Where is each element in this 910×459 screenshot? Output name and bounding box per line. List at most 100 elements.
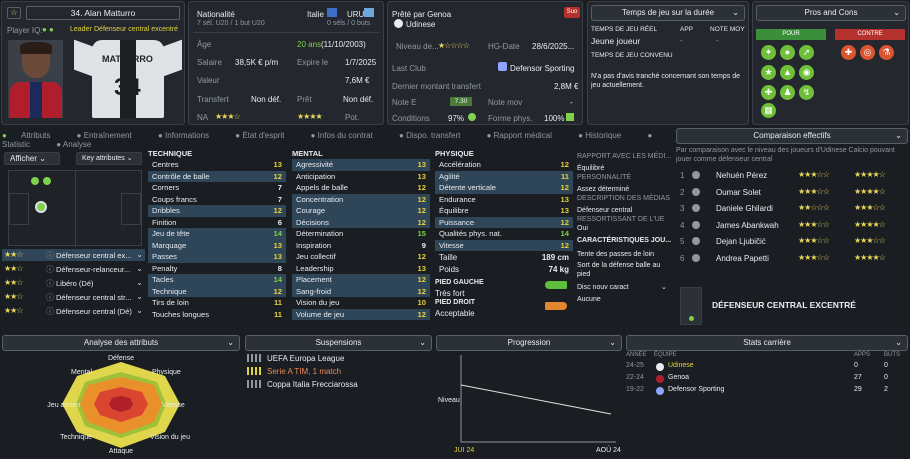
analyse-title[interactable]: Analyse des attributs ⌄ — [2, 335, 240, 351]
comp-row[interactable]: 1 Nehuén Pérez ★★★☆☆ ★★★★☆ — [676, 168, 908, 182]
susp-item[interactable]: Coppa Italia Frecciarossa — [245, 379, 432, 390]
stadium-icon[interactable]: ▦ — [761, 103, 776, 118]
star-icon[interactable]: ☆ — [7, 7, 21, 19]
attribute-row[interactable]: Anticipation 13 — [292, 171, 430, 183]
afficher-button[interactable]: Afficher ⌄ — [4, 152, 60, 165]
attribute-row[interactable]: Agressivité 13 — [292, 159, 430, 171]
attribute-row[interactable]: Finition 6 — [148, 217, 286, 229]
target-icon[interactable]: ◎ — [860, 45, 875, 60]
attribute-name: Tirs de loin — [152, 298, 189, 307]
attribute-row[interactable]: Tirs de loin 11 — [148, 297, 286, 309]
tab-statistic[interactable]: ● Statistic — [2, 131, 653, 149]
tab-analyse[interactable]: ● Analyse — [56, 140, 92, 149]
attribute-row[interactable]: Concentration 12 — [292, 193, 430, 205]
attribute-row[interactable]: Coups francs 7 — [148, 194, 286, 206]
role-item[interactable]: ★★☆ ⓘ Défenseur-relanceur... ⌄ — [4, 264, 143, 274]
attribute-value: 13 — [273, 252, 282, 261]
last-club-val[interactable]: Defensor Sporting — [510, 64, 575, 73]
star-badge-icon[interactable]: ★ — [761, 65, 776, 80]
boot-icon[interactable]: ▲ — [780, 65, 795, 80]
attribute-row[interactable]: Corners 7 — [148, 182, 286, 194]
comp-row[interactable]: 4 James Abankwah ★★★☆☆ ★★★★☆ — [676, 218, 908, 232]
attribute-row[interactable]: Décisions 12 — [292, 216, 430, 228]
expire-val: 1/7/2025 — [345, 58, 377, 67]
attribute-row[interactable]: Endurance 13 — [435, 194, 573, 206]
attribute-row[interactable]: Appels de balle 12 — [292, 182, 430, 194]
tab-etat-esprit[interactable]: ● État d'esprit — [235, 131, 285, 140]
attribute-row[interactable]: Jeu de tête 14 — [148, 228, 286, 240]
tab-attributs[interactable]: ● Attributs — [2, 131, 51, 140]
attribute-row[interactable]: Accélération 12 — [435, 159, 573, 171]
stats-row[interactable]: 19-22 Defensor Sporting 29 2 — [626, 386, 908, 397]
prog-title[interactable]: Progression ⌄ — [436, 335, 622, 351]
stamina-icon[interactable]: ↯ — [799, 85, 814, 100]
role-item[interactable]: ★★☆ ⓘ Défenseur central (Dé) ⌄ — [4, 306, 143, 316]
key-attributes-button[interactable]: Key attributes ⌄ — [76, 152, 142, 165]
tab-contrat[interactable]: ● Infos du contrat — [310, 131, 373, 140]
role-item[interactable]: ★★☆ ⓘ Défenseur central str... ⌄ — [4, 292, 143, 302]
attribute-row[interactable]: Équilibre 13 — [435, 205, 573, 217]
comp-title[interactable]: Comparaison effectifs ⌄ — [676, 128, 908, 144]
attribute-row[interactable]: Volume de jeu 12 — [292, 308, 430, 320]
flask-icon[interactable]: ⚗ — [879, 45, 894, 60]
header-icon[interactable]: ● — [780, 45, 795, 60]
stats-apps: 27 — [854, 374, 862, 381]
stats-title[interactable]: Stats carrière ⌄ — [626, 335, 908, 351]
role-item[interactable]: ★★☆ ⓘ Libéro (Dé) ⌄ — [4, 278, 143, 288]
attribute-row[interactable]: Détermination 15 — [292, 228, 430, 240]
attribute-row[interactable]: Vision du jeu 10 — [292, 297, 430, 309]
attribute-row[interactable]: Placement 12 — [292, 274, 430, 286]
susp-title[interactable]: Suspensions ⌄ — [245, 335, 432, 351]
susp-item[interactable]: UEFA Europa League — [245, 353, 432, 364]
leadership-icon[interactable]: ♟ — [780, 85, 795, 100]
attribute-row[interactable]: Contrôle de balle 12 — [148, 170, 286, 182]
tab-medical[interactable]: ● Rapport médical — [486, 131, 552, 140]
loan-club[interactable]: Udinese — [406, 20, 436, 29]
attribute-row[interactable]: Penalty 8 — [148, 263, 286, 275]
tab-informations[interactable]: ● Informations — [157, 131, 210, 140]
tackle-icon[interactable]: ✦ — [761, 45, 776, 60]
attribute-row[interactable]: Passes 13 — [148, 251, 286, 263]
attribute-row[interactable]: Courage 12 — [292, 205, 430, 217]
chevron-down-icon[interactable]: ⌄ — [661, 284, 667, 291]
strength-icon[interactable]: ✚ — [761, 85, 776, 100]
attribute-row[interactable]: Vitesse 12 — [435, 239, 573, 251]
attribute-row[interactable]: Leadership 13 — [292, 263, 430, 275]
club-badge-icon — [656, 363, 664, 371]
attribute-row[interactable]: Qualités phys. nat. 14 — [435, 228, 573, 240]
comp-row[interactable]: 6 Andrea Papetti ★★★☆☆ ★★★★☆ — [676, 251, 908, 265]
medical-icon[interactable]: ✚ — [841, 45, 856, 60]
attribute-row[interactable]: Inspiration 9 — [292, 240, 430, 252]
comp-row[interactable]: 5 Dejan Ljubičić ★★★☆☆ ★★★☆☆ — [676, 234, 908, 248]
pros-title[interactable]: Pros and Cons ⌄ — [756, 5, 906, 21]
ball-icon[interactable]: ◉ — [799, 65, 814, 80]
attribute-name: Agilité — [439, 171, 460, 181]
role-item[interactable]: ★★☆ ⓘ Défenseur central ex... ⌄ — [2, 249, 145, 261]
attribute-row[interactable]: Centres 13 — [148, 159, 286, 171]
attribute-row[interactable]: Agilité 11 — [435, 170, 573, 182]
attribute-row[interactable]: Touches longues 11 — [148, 309, 286, 321]
comp-stars: ★★★☆☆ — [854, 236, 886, 245]
stats-row[interactable]: 24-25 Udinese 0 0 — [626, 362, 908, 373]
attribute-row[interactable]: Puissance 12 — [435, 216, 573, 228]
susp-item[interactable]: Serie A TIM, 1 match — [245, 366, 432, 377]
physique-column: PHYSIQUE Accélération 12 Agilité 11 Détente … — [435, 149, 573, 321]
suo-badge[interactable]: Suo — [564, 7, 580, 18]
attribute-row[interactable]: Technique 12 — [148, 285, 286, 297]
attribute-row[interactable]: Tacles 14 — [148, 274, 286, 286]
tab-historique[interactable]: ● Historique — [578, 131, 622, 140]
player-icon — [692, 253, 700, 262]
tab-transfert[interactable]: ● Dispo. transfert — [399, 131, 461, 140]
time-title[interactable]: Temps de jeu sur la durée ⌄ — [591, 5, 745, 21]
passing-icon[interactable]: ➚ — [799, 45, 814, 60]
tab-entrainement[interactable]: ● Entraînement — [76, 131, 132, 140]
comp-row[interactable]: 2 Oumar Solet ★★★☆☆ ★★★★☆ — [676, 185, 908, 199]
attribute-row[interactable]: Jeu collectif 12 — [292, 251, 430, 263]
stats-row[interactable]: 22-24 Genoa 27 0 — [626, 374, 908, 385]
attribute-row[interactable]: Marquage 13 — [148, 239, 286, 251]
attribute-row[interactable]: Dribbles 12 — [148, 205, 286, 217]
attribute-row[interactable]: Détente verticale 12 — [435, 182, 573, 194]
attribute-row[interactable]: Sang-froid 12 — [292, 285, 430, 297]
radar-label: Vitesse — [162, 402, 185, 409]
comp-row[interactable]: 3 Daniele Ghilardi ★★☆☆☆ ★★★☆☆ — [676, 201, 908, 215]
